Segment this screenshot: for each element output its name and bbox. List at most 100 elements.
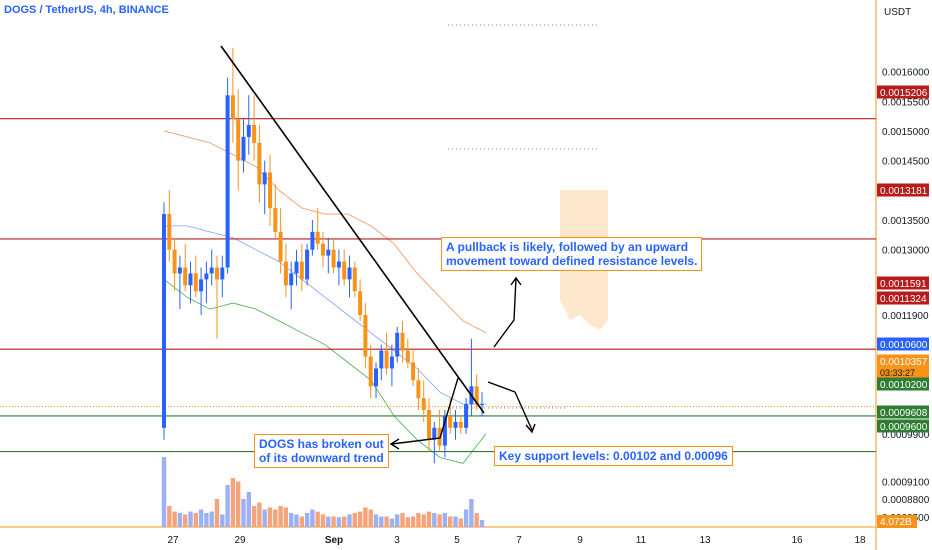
volume-bar-12 bbox=[225, 485, 230, 527]
volume-bar-36 bbox=[352, 513, 357, 527]
volume-bar-2 bbox=[172, 511, 177, 527]
candle-body-1 bbox=[167, 214, 172, 250]
candle-body-27 bbox=[305, 249, 310, 280]
candle-body-9 bbox=[209, 267, 214, 274]
y-tick-label-12: 0.0008800 bbox=[882, 495, 930, 506]
volume-bar-3 bbox=[177, 513, 183, 527]
price-label-6: 03:33:27 bbox=[880, 368, 915, 378]
x-tick-label-6: 9 bbox=[577, 535, 583, 546]
candle-body-40 bbox=[374, 368, 378, 387]
y-tick-label-8: 0.0011900 bbox=[882, 311, 929, 322]
candle-body-19 bbox=[262, 172, 267, 185]
volume-bar-49 bbox=[421, 514, 426, 527]
candle-body-15 bbox=[241, 136, 246, 161]
volume-bar-46 bbox=[405, 517, 410, 527]
candle-body-3 bbox=[177, 267, 182, 274]
volume-bar-21 bbox=[273, 509, 278, 527]
candle-body-2 bbox=[172, 249, 177, 274]
volume-bar-50 bbox=[426, 511, 432, 527]
candle-body-0 bbox=[162, 214, 166, 428]
volume-bar-57 bbox=[463, 509, 469, 527]
arrow-up bbox=[493, 277, 517, 348]
upper-band bbox=[163, 130, 487, 334]
candle-body-5 bbox=[188, 273, 193, 286]
volume-bar-24 bbox=[289, 513, 294, 527]
candle-body-47 bbox=[411, 362, 416, 381]
volume-bar-59 bbox=[474, 513, 479, 527]
pullback-line-1: A pullback is likely, followed by an upw… bbox=[446, 240, 689, 254]
candle-body-46 bbox=[405, 350, 410, 363]
candle-body-13 bbox=[230, 95, 235, 120]
volume-bar-11 bbox=[220, 514, 225, 527]
candle-body-8 bbox=[204, 273, 209, 280]
candle-body-50 bbox=[427, 410, 431, 440]
candle-body-12 bbox=[225, 95, 230, 268]
x-tick-label-4: 5 bbox=[454, 535, 460, 546]
candle-body-51 bbox=[432, 427, 437, 440]
volume-bar-13 bbox=[230, 478, 236, 527]
volume-bar-41 bbox=[379, 516, 384, 527]
x-tick-label-3: 3 bbox=[394, 535, 400, 546]
y-tick-label-5: 0.0013500 bbox=[882, 216, 930, 227]
candle-body-41 bbox=[379, 350, 384, 369]
volume-bar-48 bbox=[416, 513, 421, 527]
x-tick-label-2: Sep bbox=[325, 535, 343, 546]
candle-body-44 bbox=[395, 332, 400, 357]
pullback-annotation: A pullback is likely, followed by an upw… bbox=[441, 237, 703, 271]
volume-bar-30 bbox=[320, 514, 326, 527]
candle-body-16 bbox=[246, 125, 251, 137]
volume-bar-45 bbox=[400, 513, 405, 527]
candle-body-4 bbox=[183, 267, 188, 286]
price-label-bg-1 bbox=[877, 183, 929, 197]
volume-bar-18 bbox=[257, 502, 262, 527]
price-label-8: 0.0009608 bbox=[880, 408, 928, 419]
volume-bar-8 bbox=[204, 513, 209, 527]
pullback-line-2: movement toward defined resistance level… bbox=[446, 254, 698, 268]
candle-body-56 bbox=[458, 421, 463, 428]
x-tick-label-8: 13 bbox=[699, 535, 711, 546]
y-tick-label-6: 0.0013000 bbox=[882, 246, 930, 257]
volume-bar-9 bbox=[209, 511, 214, 527]
currency-label: USDT bbox=[884, 7, 912, 18]
candle-body-45 bbox=[400, 332, 405, 351]
price-label-bg-6 bbox=[877, 366, 929, 378]
downtrend-line bbox=[220, 45, 485, 414]
volume-bar-38 bbox=[363, 507, 368, 527]
arrow-up-head bbox=[510, 276, 522, 286]
candle-body-25 bbox=[294, 261, 299, 274]
volume-bar-7 bbox=[198, 509, 204, 527]
candle-body-17 bbox=[252, 125, 257, 143]
volume-bar-32 bbox=[331, 516, 336, 527]
volume-bar-16 bbox=[246, 492, 251, 527]
price-label-9: 0.0009600 bbox=[880, 422, 928, 433]
middle-band bbox=[164, 225, 486, 405]
volume-bar-29 bbox=[315, 511, 320, 527]
volume-bar-52 bbox=[437, 514, 442, 527]
x-tick-label-5: 7 bbox=[516, 535, 522, 546]
symbol-title: DOGS / TetherUS, 4h, BINANCE bbox=[4, 4, 169, 16]
candle-body-55 bbox=[453, 421, 458, 428]
price-label-1: 0.0013181 bbox=[880, 186, 928, 197]
volume-bar-42 bbox=[384, 516, 389, 527]
candle-body-10 bbox=[215, 267, 219, 280]
x-tick-label-1: 29 bbox=[234, 535, 246, 546]
price-label-0: 0.0015206 bbox=[880, 88, 928, 99]
volume-bar-56 bbox=[458, 518, 463, 527]
volume-bar-28 bbox=[310, 509, 315, 527]
candle-body-53 bbox=[442, 415, 447, 446]
breakout-line-1: DOGS has broken out bbox=[259, 437, 384, 451]
price-label-3: 0.0011324 bbox=[880, 294, 927, 305]
breakout-annotation: DOGS has broken out of its downward tren… bbox=[254, 434, 389, 468]
candle-body-60 bbox=[480, 404, 484, 406]
volume-bar-47 bbox=[410, 516, 416, 527]
candle-body-14 bbox=[236, 119, 241, 161]
volume-bar-27 bbox=[304, 513, 310, 527]
x-tick-label-10: 18 bbox=[854, 535, 866, 546]
volume-label: 4.072B bbox=[880, 517, 912, 528]
volume-bar-5 bbox=[188, 511, 193, 527]
volume-bar-39 bbox=[368, 509, 373, 527]
candle-body-20 bbox=[268, 172, 272, 209]
candle-body-11 bbox=[220, 267, 225, 280]
